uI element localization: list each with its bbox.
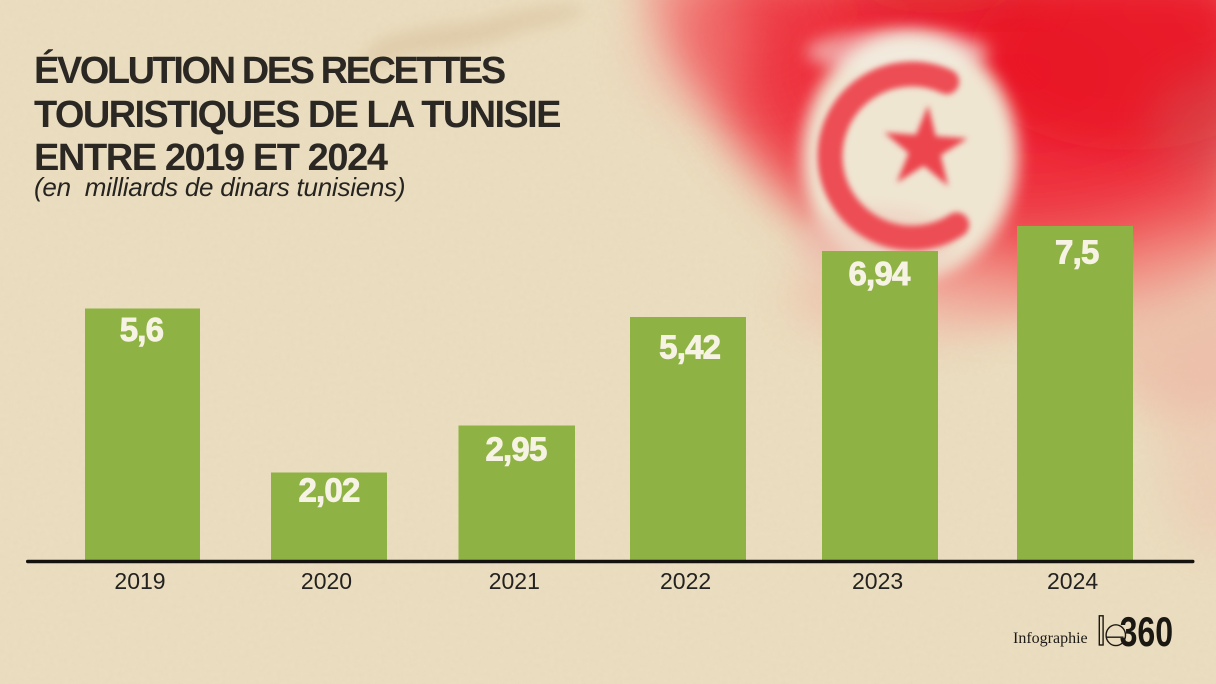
svg-text:5,6: 5,6 [120,311,164,348]
svg-text:2,95: 2,95 [485,430,546,467]
svg-text:2019: 2019 [114,568,165,594]
svg-text:7,5: 7,5 [1055,234,1099,271]
svg-text:2024: 2024 [1047,568,1098,594]
svg-text:360: 360 [1120,608,1174,655]
svg-text:2020: 2020 [301,568,352,594]
svg-text:2023: 2023 [852,568,903,594]
svg-text:6,94: 6,94 [848,255,910,292]
svg-text:2022: 2022 [660,568,711,594]
svg-text:5,42: 5,42 [659,328,720,365]
svg-text:2,02: 2,02 [298,472,359,509]
svg-text:2021: 2021 [489,568,540,594]
